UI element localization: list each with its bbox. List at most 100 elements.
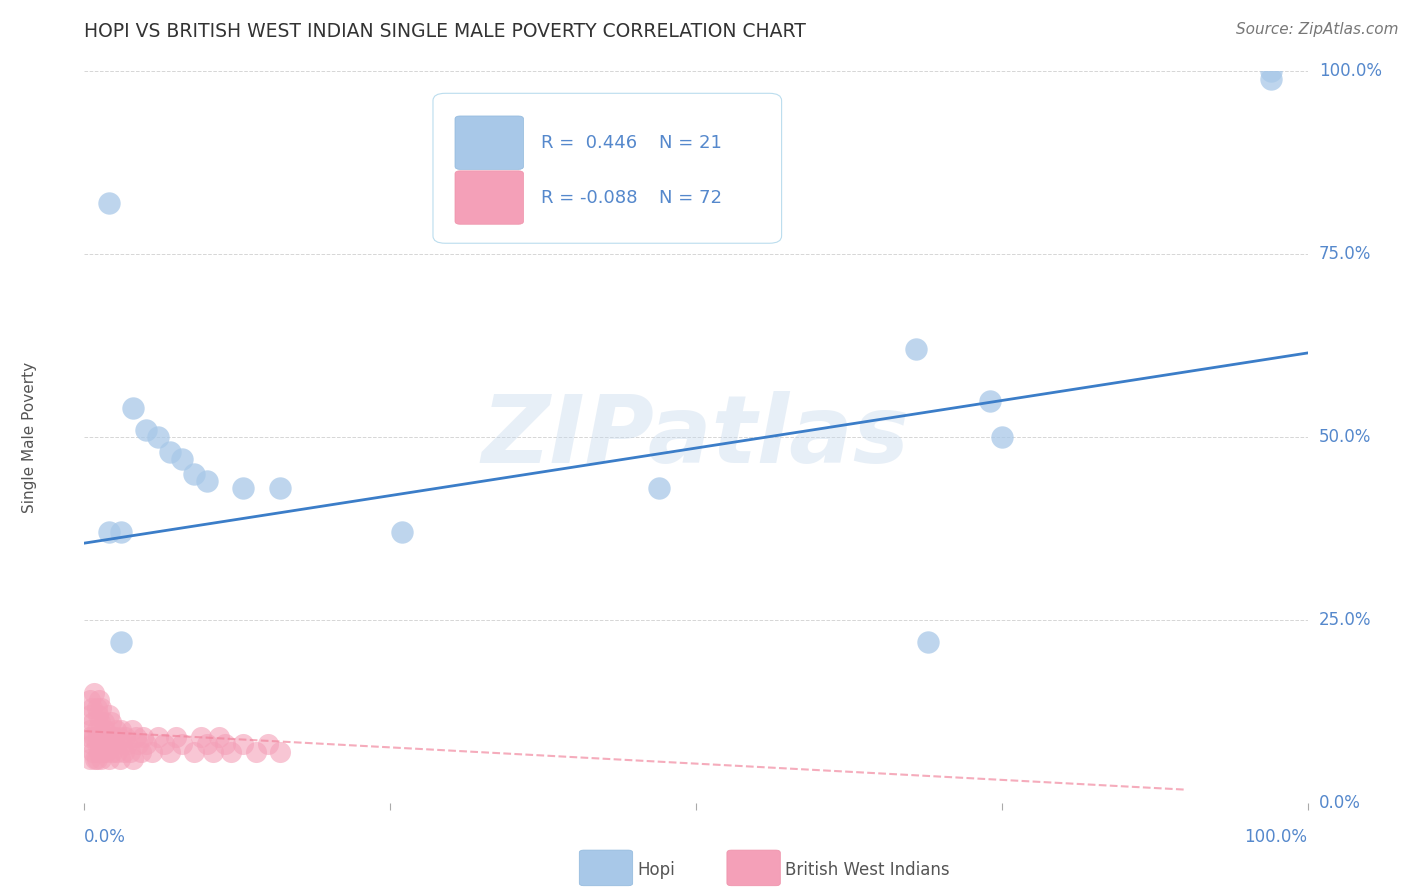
- Point: [214, 737, 236, 751]
- Point: [245, 745, 267, 759]
- Point: [110, 525, 132, 540]
- Point: [135, 423, 157, 437]
- Point: [97, 708, 120, 723]
- Point: [146, 430, 169, 444]
- Point: [159, 444, 181, 458]
- Text: Single Male Poverty: Single Male Poverty: [22, 361, 37, 513]
- Point: [172, 737, 194, 751]
- Point: [132, 730, 155, 744]
- Point: [159, 745, 181, 759]
- Text: ZIPatlas: ZIPatlas: [482, 391, 910, 483]
- Point: [905, 343, 928, 357]
- Point: [87, 745, 110, 759]
- Point: [195, 474, 218, 488]
- Point: [990, 430, 1012, 444]
- Point: [91, 745, 114, 759]
- Point: [219, 745, 242, 759]
- Point: [79, 708, 101, 723]
- Point: [86, 723, 108, 737]
- Point: [80, 737, 103, 751]
- Point: [141, 745, 163, 759]
- Point: [201, 745, 224, 759]
- Point: [979, 393, 1001, 408]
- Point: [115, 737, 138, 751]
- FancyBboxPatch shape: [456, 171, 523, 224]
- Point: [269, 745, 291, 759]
- Text: Source: ZipAtlas.com: Source: ZipAtlas.com: [1236, 22, 1399, 37]
- Point: [79, 730, 101, 744]
- Point: [79, 752, 101, 766]
- Point: [183, 745, 205, 759]
- Point: [1260, 71, 1282, 86]
- Point: [121, 723, 143, 737]
- Point: [108, 752, 131, 766]
- Point: [89, 715, 111, 730]
- Point: [101, 745, 124, 759]
- Point: [80, 700, 103, 714]
- Text: N = 21: N = 21: [659, 134, 723, 152]
- FancyBboxPatch shape: [456, 116, 523, 169]
- Point: [97, 752, 120, 766]
- Point: [82, 715, 104, 730]
- Point: [648, 481, 671, 495]
- Point: [105, 723, 128, 737]
- Point: [97, 525, 120, 540]
- Point: [114, 730, 136, 744]
- Point: [1260, 64, 1282, 78]
- Text: Hopi: Hopi: [637, 861, 675, 879]
- FancyBboxPatch shape: [433, 94, 782, 244]
- Text: R =  0.446: R = 0.446: [541, 134, 637, 152]
- Point: [83, 730, 105, 744]
- Point: [172, 452, 194, 467]
- Point: [86, 700, 108, 714]
- Point: [153, 737, 176, 751]
- Point: [111, 737, 134, 751]
- Point: [122, 401, 145, 415]
- Point: [118, 745, 141, 759]
- Point: [232, 481, 254, 495]
- Point: [129, 745, 152, 759]
- Point: [98, 737, 121, 751]
- Point: [257, 737, 280, 751]
- Point: [96, 745, 118, 759]
- Point: [125, 730, 148, 744]
- Text: 0.0%: 0.0%: [1319, 794, 1361, 812]
- Point: [90, 700, 112, 714]
- Point: [79, 693, 101, 707]
- Text: 100.0%: 100.0%: [1319, 62, 1382, 80]
- Point: [269, 481, 291, 495]
- Text: N = 72: N = 72: [659, 188, 723, 207]
- Point: [127, 737, 149, 751]
- Point: [90, 752, 112, 766]
- Text: 25.0%: 25.0%: [1319, 611, 1371, 629]
- Point: [208, 730, 231, 744]
- Point: [89, 737, 111, 751]
- Point: [83, 686, 105, 700]
- Point: [190, 730, 212, 744]
- Point: [135, 737, 157, 751]
- Point: [232, 737, 254, 751]
- Point: [122, 752, 145, 766]
- Point: [146, 730, 169, 744]
- Text: 100.0%: 100.0%: [1244, 828, 1308, 846]
- Point: [165, 730, 187, 744]
- Point: [105, 745, 128, 759]
- Point: [195, 737, 218, 751]
- Text: 0.0%: 0.0%: [84, 828, 127, 846]
- Point: [107, 730, 129, 744]
- Point: [93, 715, 115, 730]
- Point: [87, 708, 110, 723]
- Point: [183, 467, 205, 481]
- Text: R = -0.088: R = -0.088: [541, 188, 637, 207]
- Point: [86, 737, 108, 751]
- Point: [79, 723, 101, 737]
- Text: 75.0%: 75.0%: [1319, 245, 1371, 263]
- Point: [97, 730, 120, 744]
- Point: [86, 752, 108, 766]
- Point: [103, 730, 125, 744]
- Text: 50.0%: 50.0%: [1319, 428, 1371, 446]
- Point: [84, 752, 107, 766]
- Point: [917, 635, 939, 649]
- Point: [97, 196, 120, 211]
- Point: [104, 737, 127, 751]
